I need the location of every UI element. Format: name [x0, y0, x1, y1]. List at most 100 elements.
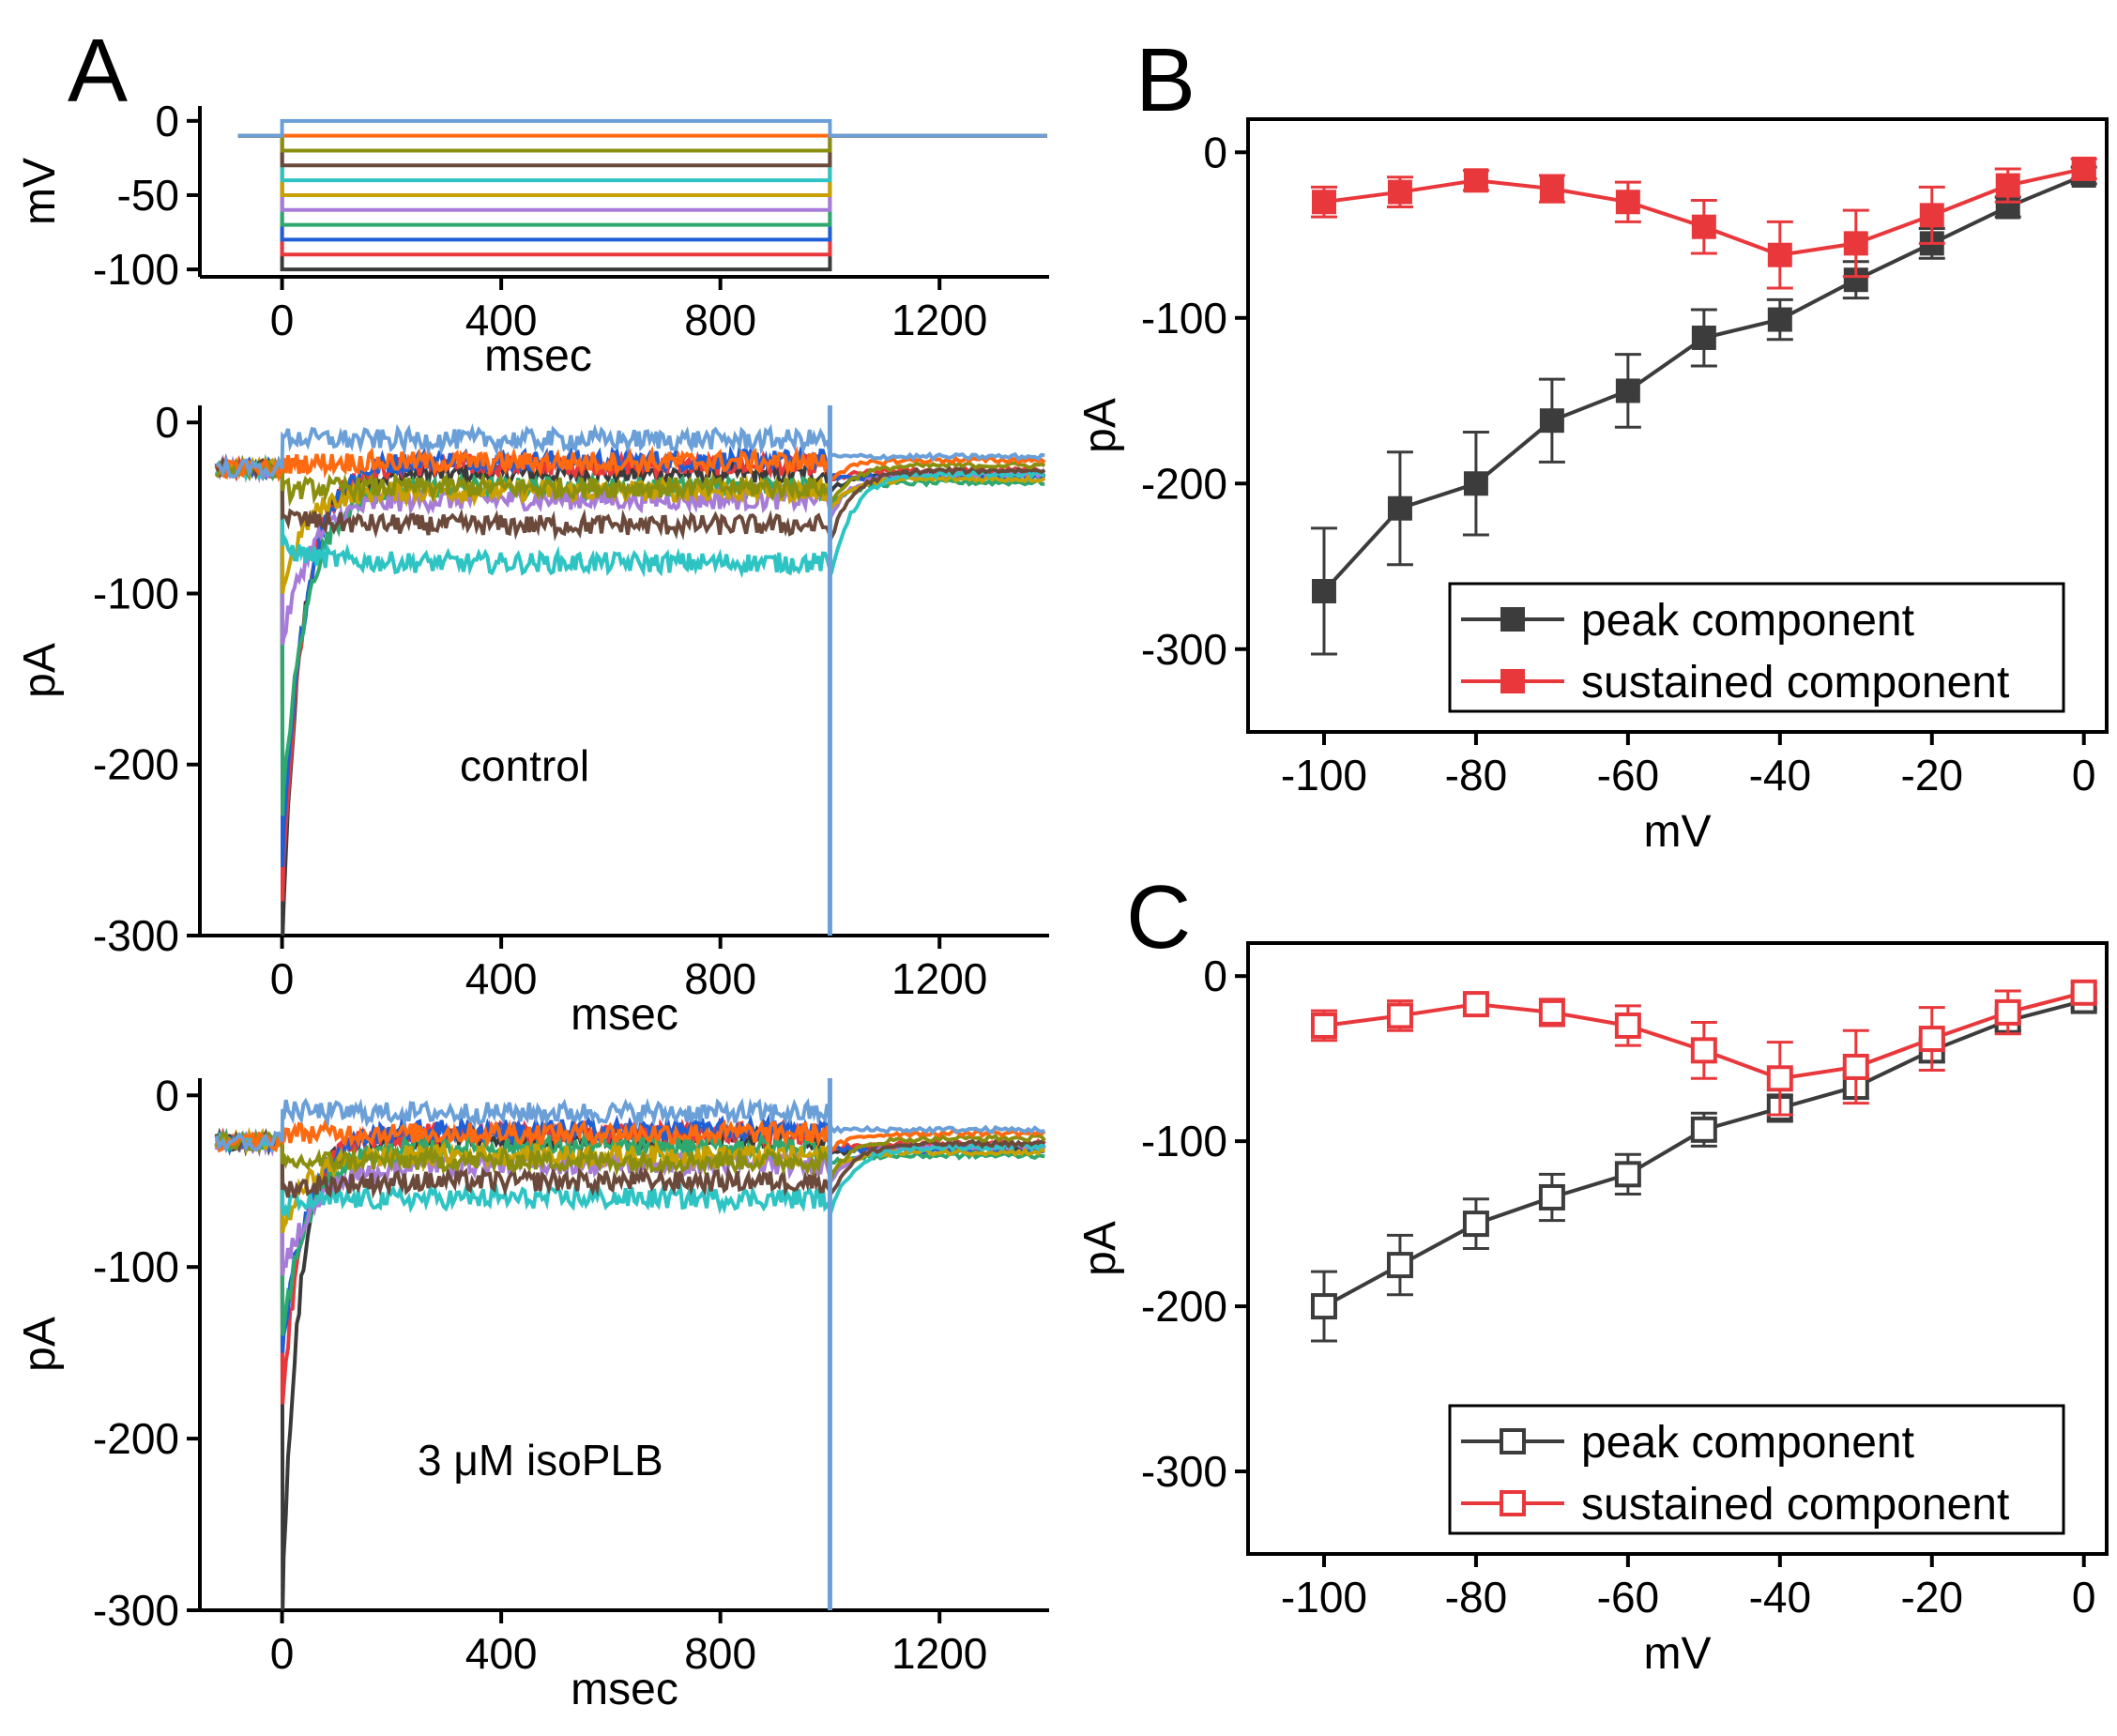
- voltage-step-trace: [237, 133, 1047, 212]
- data-point: [1614, 1012, 1641, 1039]
- x-tick-label: 1200: [891, 296, 987, 344]
- data-point: [1538, 998, 1565, 1026]
- voltage-step-trace: [237, 118, 1047, 138]
- y-tick-label: -200: [93, 740, 179, 789]
- x-tick-label: 400: [465, 296, 538, 344]
- data-point: [1462, 1211, 1489, 1238]
- data-point: [1919, 203, 1944, 228]
- y-tick-label: -200: [1141, 1282, 1227, 1331]
- x-axis-label: mV: [1644, 807, 1712, 857]
- y-tick-label: -300: [1141, 625, 1227, 674]
- y-tick-label: -100: [93, 245, 179, 294]
- data-point: [1310, 1293, 1337, 1320]
- data-point: [1310, 1012, 1337, 1039]
- x-tick-label: -20: [1901, 1573, 1963, 1622]
- data-point: [1842, 1053, 1869, 1080]
- data-point: [1615, 190, 1640, 215]
- x-tick-label: 0: [2072, 1573, 2096, 1622]
- legend-label: peak component: [1581, 596, 1914, 646]
- x-tick-label: 400: [465, 954, 538, 1003]
- x-tick-label: -80: [1445, 1573, 1507, 1622]
- current-trace: [214, 454, 1046, 508]
- y-axis-label: pA: [1075, 1221, 1125, 1276]
- legend-marker: [1500, 607, 1525, 632]
- legend-label: sustained component: [1581, 658, 2009, 708]
- legend-label: sustained component: [1581, 1480, 2009, 1530]
- legend-marker: [1500, 669, 1525, 693]
- x-tick-label: -60: [1597, 751, 1659, 799]
- data-point: [1767, 307, 1792, 332]
- plot-frame: [1246, 117, 2109, 734]
- x-tick-label: -40: [1749, 751, 1811, 799]
- panel-label-b: B: [1135, 30, 1196, 130]
- data-point: [1691, 214, 1716, 239]
- data-point: [1690, 1037, 1717, 1064]
- x-tick-label: -80: [1445, 751, 1507, 799]
- data-point: [1843, 231, 1868, 256]
- y-tick-label: -300: [1141, 1447, 1227, 1496]
- y-axis-label: pA: [15, 1317, 65, 1372]
- x-tick-label: 1200: [891, 954, 987, 1003]
- legend-marker: [1500, 1490, 1526, 1516]
- data-point: [1387, 179, 1412, 205]
- data-point: [1766, 1065, 1793, 1092]
- data-point: [1462, 991, 1489, 1018]
- data-point: [1994, 998, 2021, 1026]
- x-tick-label: 800: [684, 1629, 756, 1678]
- data-point: [1995, 173, 2020, 198]
- voltage-protocol-plot: 0 400 800 1200 0 -50 -100 msec mV: [15, 97, 1049, 381]
- data-point: [1538, 1183, 1565, 1211]
- data-point: [2070, 979, 2097, 1006]
- control-current-plot: 0 400 800 1200 0 -100 -200 -300 msec pA: [15, 398, 1049, 1040]
- voltage-step-trace: [237, 133, 1047, 183]
- x-tick-label: 800: [684, 954, 756, 1003]
- y-tick-label: -100: [1141, 294, 1227, 343]
- y-tick-label: -300: [93, 1586, 179, 1635]
- data-point: [1539, 176, 1564, 202]
- x-tick-label: 0: [270, 296, 295, 344]
- control-annotation: control: [460, 741, 589, 790]
- voltage-step-trace: [237, 133, 1047, 272]
- y-axis-label: mV: [15, 158, 65, 225]
- x-tick-label: -60: [1597, 1573, 1659, 1622]
- plot-frame: [1246, 941, 2109, 1556]
- current-trace: [214, 1130, 1045, 1200]
- data-point: [1691, 325, 1716, 350]
- legend-marker: [1500, 1428, 1526, 1454]
- current-trace: [214, 455, 1045, 579]
- data-point: [1386, 1002, 1413, 1029]
- y-tick-label: 0: [155, 398, 179, 447]
- data-point: [1311, 578, 1336, 603]
- y-tick-label: 0: [155, 1071, 179, 1119]
- data-point: [1767, 242, 1792, 267]
- y-axis-label: pA: [15, 643, 65, 698]
- x-axis-label: msec: [484, 331, 592, 381]
- y-tick-label: -100: [93, 569, 179, 617]
- panel-label-a: A: [68, 21, 128, 121]
- data-point: [1311, 190, 1336, 215]
- current-trace: [214, 1097, 1045, 1154]
- x-tick-label: 0: [2072, 751, 2096, 799]
- y-tick-label: 0: [1203, 952, 1227, 1000]
- y-tick-label: -100: [1141, 1117, 1227, 1165]
- y-tick-label: -50: [117, 171, 179, 220]
- isoplb-current-plot: 0 400 800 1200 0 -100 -200 -300 msec pA: [15, 1071, 1049, 1714]
- x-tick-label: -20: [1901, 751, 1963, 799]
- data-point: [1918, 1026, 1945, 1053]
- isoplb-annotation: 3 μM isoPLB: [418, 1436, 663, 1485]
- panel-label-c: C: [1126, 867, 1191, 967]
- y-tick-label: 0: [1203, 128, 1227, 176]
- current-trace: [216, 445, 1046, 483]
- x-axis-label: mV: [1644, 1629, 1712, 1679]
- legend-box: [1448, 582, 2065, 713]
- x-tick-label: 1200: [891, 1629, 987, 1678]
- y-tick-label: -100: [93, 1242, 179, 1291]
- current-trace: [214, 1117, 1046, 1153]
- y-axis-label: pA: [1075, 398, 1125, 453]
- x-tick-label: -40: [1749, 1573, 1811, 1622]
- x-axis-label: msec: [571, 990, 678, 1040]
- current-trace: [214, 456, 1046, 543]
- data-point: [1386, 1252, 1413, 1279]
